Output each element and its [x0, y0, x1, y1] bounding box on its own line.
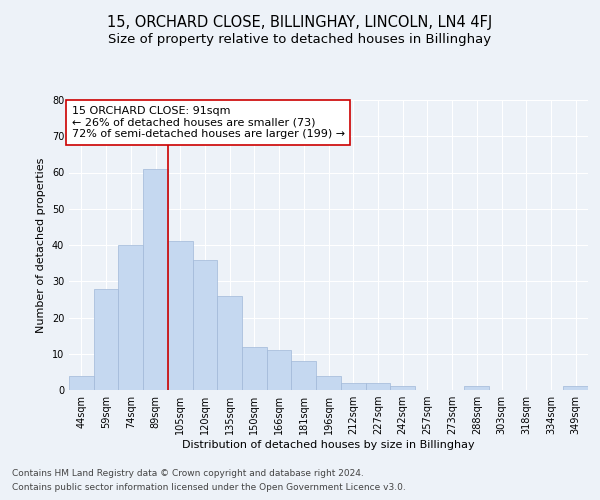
- Text: Size of property relative to detached houses in Billinghay: Size of property relative to detached ho…: [109, 32, 491, 46]
- X-axis label: Distribution of detached houses by size in Billinghay: Distribution of detached houses by size …: [182, 440, 475, 450]
- Bar: [94, 288, 118, 390]
- Text: 15 ORCHARD CLOSE: 91sqm
← 26% of detached houses are smaller (73)
72% of semi-de: 15 ORCHARD CLOSE: 91sqm ← 26% of detache…: [71, 106, 345, 139]
- Bar: [193, 260, 217, 390]
- Bar: [242, 346, 267, 390]
- Text: Contains public sector information licensed under the Open Government Licence v3: Contains public sector information licen…: [12, 484, 406, 492]
- Bar: [341, 383, 365, 390]
- Bar: [217, 296, 242, 390]
- Bar: [563, 386, 588, 390]
- Y-axis label: Number of detached properties: Number of detached properties: [36, 158, 46, 332]
- Bar: [267, 350, 292, 390]
- Bar: [118, 245, 143, 390]
- Bar: [168, 242, 193, 390]
- Text: Contains HM Land Registry data © Crown copyright and database right 2024.: Contains HM Land Registry data © Crown c…: [12, 468, 364, 477]
- Bar: [390, 386, 415, 390]
- Bar: [316, 376, 341, 390]
- Bar: [143, 169, 168, 390]
- Bar: [464, 386, 489, 390]
- Bar: [69, 376, 94, 390]
- Bar: [365, 383, 390, 390]
- Bar: [292, 361, 316, 390]
- Text: 15, ORCHARD CLOSE, BILLINGHAY, LINCOLN, LN4 4FJ: 15, ORCHARD CLOSE, BILLINGHAY, LINCOLN, …: [107, 15, 493, 30]
